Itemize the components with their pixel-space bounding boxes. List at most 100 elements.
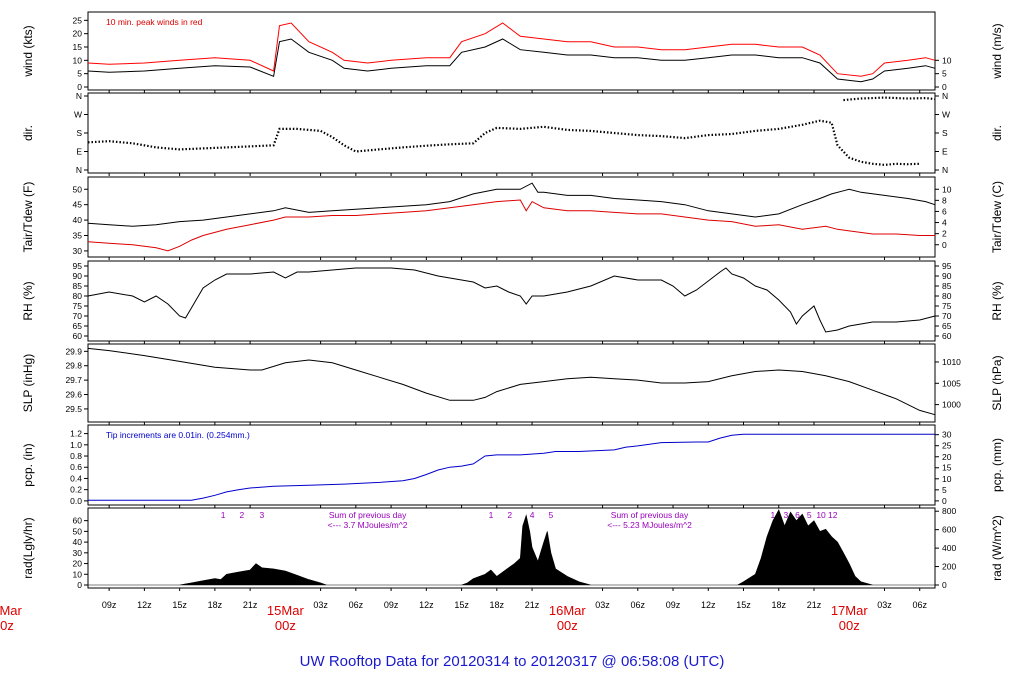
right-tick-label: 70 <box>942 311 952 321</box>
date-label: 14Mar <box>0 603 23 618</box>
left-tick-label: S <box>76 128 82 138</box>
date-label: 15Mar <box>267 603 305 618</box>
left-tick-label: 45 <box>73 200 83 210</box>
panel-frame-dir <box>87 92 936 174</box>
left-tick-label: 29.6 <box>65 390 82 400</box>
x-tick-label: 15z <box>454 600 469 610</box>
left-tick-label: 40 <box>73 215 83 225</box>
y-axis-label-right: RH (%) <box>990 281 1004 320</box>
right-tick-label: 1005 <box>942 378 961 388</box>
x-tick-label: 21z <box>525 600 540 610</box>
hour-label: 4 <box>530 510 535 520</box>
y-axis-label-left: SLP (inHg) <box>21 354 35 412</box>
series-solar-radiation <box>88 509 935 586</box>
right-tick-label: 15 <box>942 463 952 473</box>
y-axis-label-right: Tair/Tdew (C) <box>990 181 1004 253</box>
right-tick-label: 6 <box>942 206 947 216</box>
right-tick-label: 0 <box>942 240 947 250</box>
series-wind-speed <box>87 38 936 83</box>
left-tick-label: 0.8 <box>70 451 82 461</box>
right-tick-label: 95 <box>942 261 952 271</box>
left-tick-label: 10 <box>73 55 83 65</box>
hour-label: 10 <box>816 510 826 520</box>
series-relative-humidity <box>87 267 936 333</box>
left-tick-label: 29.5 <box>65 404 82 414</box>
panel-frame-rh <box>87 260 936 342</box>
y-axis-label-right: rad (W/m^2) <box>990 515 1004 581</box>
right-tick-label: 20 <box>942 452 952 462</box>
right-tick-label: 2 <box>942 229 947 239</box>
date-label: 16Mar <box>549 603 587 618</box>
y-axis-label-right: SLP (hPa) <box>990 355 1004 410</box>
x-tick-label: 18z <box>771 600 786 610</box>
right-tick-label: 10 <box>942 184 952 194</box>
y-axis-label-left: rad(Lgly/hr) <box>21 517 35 578</box>
left-tick-label: 10 <box>73 569 83 579</box>
date-label-time: 00z <box>0 618 14 633</box>
y-axis-label-left: RH (%) <box>21 281 35 320</box>
left-tick-label: E <box>76 147 82 157</box>
hour-label: 3 <box>259 510 264 520</box>
right-tick-label: 60 <box>942 331 952 341</box>
right-tick-label: 5 <box>942 485 947 495</box>
series-10-min-peak-winds <box>87 22 936 77</box>
left-tick-label: 0.6 <box>70 462 82 472</box>
right-tick-label: 80 <box>942 291 952 301</box>
x-tick-label: 15z <box>736 600 751 610</box>
hour-label: 1 <box>489 510 494 520</box>
panel-frame-wind <box>87 11 936 91</box>
hour-label: 5 <box>548 510 553 520</box>
hour-label: 2 <box>507 510 512 520</box>
x-tick-label: 03z <box>877 600 892 610</box>
left-tick-label: 40 <box>73 537 83 547</box>
left-tick-label: 0.2 <box>70 485 82 495</box>
x-tick-label: 09z <box>666 600 681 610</box>
right-tick-label: 200 <box>942 562 956 572</box>
series-accumulated-precipitation <box>88 433 935 501</box>
panel-frame-temp <box>87 176 936 258</box>
series-wind-direction <box>87 119 920 167</box>
left-tick-label: 29.7 <box>65 375 82 385</box>
x-tick-label: 09z <box>102 600 117 610</box>
x-tick-label: 03z <box>313 600 328 610</box>
hour-label: 2 <box>240 510 245 520</box>
left-tick-label: 0 <box>77 82 82 92</box>
right-tick-label: E <box>942 147 948 157</box>
left-tick-label: 50 <box>73 184 83 194</box>
x-tick-label: 06z <box>349 600 364 610</box>
right-tick-label: 5 <box>942 69 947 79</box>
right-tick-label: 1010 <box>942 357 961 367</box>
hour-label: 6 <box>795 510 800 520</box>
left-tick-label: 15 <box>73 42 83 52</box>
right-tick-label: 0 <box>942 82 947 92</box>
left-tick-label: 1.0 <box>70 440 82 450</box>
right-tick-label: W <box>942 110 950 120</box>
hour-label: 5 <box>807 510 812 520</box>
x-tick-label: 15z <box>172 600 187 610</box>
left-tick-label: N <box>76 91 82 101</box>
hour-label: 3 <box>783 510 788 520</box>
x-tick-label: 12z <box>701 600 716 610</box>
y-axis-label-left: dir. <box>21 125 35 141</box>
right-tick-label: N <box>942 165 948 175</box>
left-tick-label: 50 <box>73 526 83 536</box>
panel-annotation: 10 min. peak winds in red <box>106 17 203 27</box>
left-tick-label: 65 <box>73 321 83 331</box>
x-tick-label: 06z <box>631 600 646 610</box>
series-tdew <box>87 199 935 252</box>
series-wind-direction-north- <box>843 96 936 102</box>
right-tick-label: 30 <box>942 430 952 440</box>
left-tick-label: 60 <box>73 516 83 526</box>
x-tick-label: 18z <box>490 600 505 610</box>
left-tick-label: 5 <box>77 69 82 79</box>
series-tair <box>87 182 936 227</box>
right-tick-label: 10 <box>942 55 952 65</box>
left-tick-label: 1.2 <box>70 429 82 439</box>
x-tick-label: 12z <box>419 600 434 610</box>
panel-annotation: Sum of previous day <box>611 510 689 520</box>
x-tick-label: 06z <box>912 600 927 610</box>
right-tick-label: 400 <box>942 543 956 553</box>
panel-frame-pcp <box>87 424 936 506</box>
y-axis-label-left: pcp. (in) <box>21 443 35 486</box>
right-tick-label: 0 <box>942 496 947 506</box>
